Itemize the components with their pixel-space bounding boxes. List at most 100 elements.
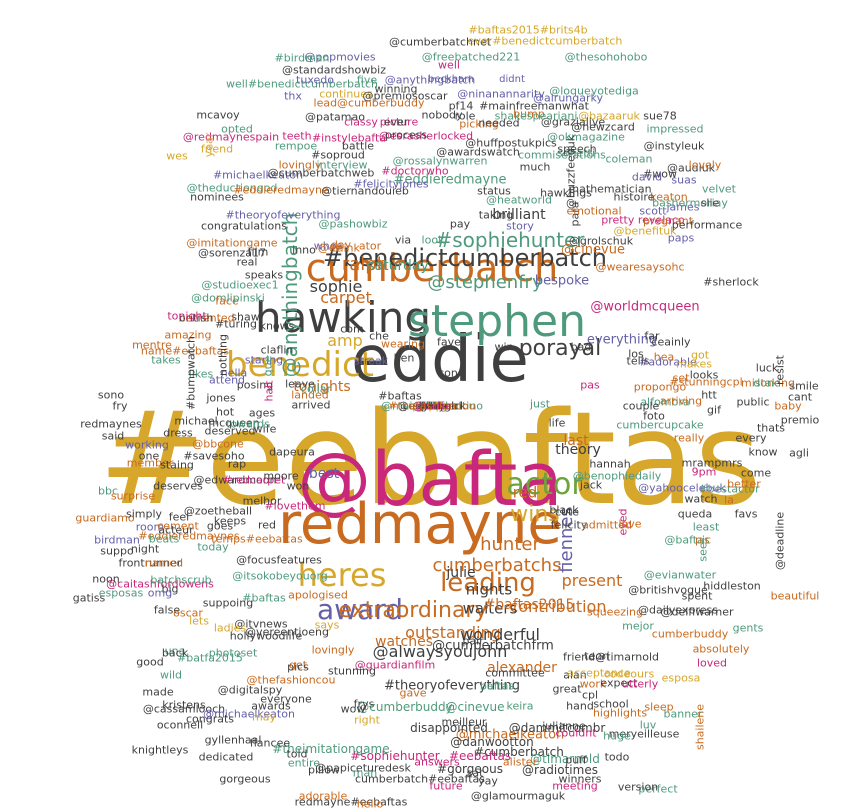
cloud-word: @rossalynwarren: [392, 154, 488, 168]
cloud-word: stephen: [407, 296, 587, 347]
cloud-word: baftas: [479, 679, 515, 693]
cloud-word: #sherlock: [703, 275, 759, 289]
cloud-word: tonights: [293, 379, 351, 395]
cloud-word: back: [161, 646, 189, 660]
cloud-word: cute: [554, 505, 580, 519]
cloud-word: @timarnold: [530, 752, 600, 766]
cloud-word: @baftas: [664, 533, 710, 547]
cloud-word: banner: [663, 707, 703, 721]
cloud-word: @papiceturedesk: [315, 761, 411, 775]
cloud-word: com: [340, 322, 364, 336]
cloud-word: yes: [422, 399, 442, 413]
cloud-word: bbc: [97, 484, 119, 498]
cloud-word: baby: [774, 399, 802, 413]
cloud-word: sonetti: [557, 146, 595, 160]
cloud-word: nothing: [216, 334, 230, 376]
cloud-word: utterly: [621, 677, 659, 691]
cloud-word: smile: [789, 379, 819, 393]
cloud-word: noon: [92, 572, 120, 586]
cloud-word: looks: [689, 368, 719, 382]
cloud-word: coleman: [605, 152, 653, 166]
cloud-word: status: [477, 184, 511, 198]
cloud-word: mrampmrs: [681, 456, 743, 470]
cloud-word: gatiss: [72, 591, 106, 605]
cloud-word: nights: [465, 580, 513, 599]
cloud-word: fry: [112, 399, 128, 413]
cloud-word: oscar: [173, 606, 203, 620]
cloud-word: cant: [787, 390, 813, 404]
cloud-word: @bafta: [297, 437, 563, 523]
cloud-word: favs: [734, 507, 758, 521]
cloud-word: @heatworld: [485, 193, 553, 207]
cloud-word: @wearesaysohc: [595, 260, 685, 274]
cloud-word: resist: [773, 355, 787, 385]
cloud-word: @guardianfilm: [354, 658, 436, 672]
cloud-word: oconnell: [156, 718, 204, 732]
cloud-word: impressed: [646, 122, 704, 136]
cloud-word: really: [673, 431, 705, 445]
cloud-word: @esrasherlocked: [378, 129, 474, 143]
cloud-word: brilliant: [492, 207, 546, 223]
cloud-word: bad: [570, 340, 592, 354]
cloud-word: #sophiehunter: [350, 749, 440, 763]
cloud-word: pour: [419, 399, 445, 413]
cloud-word: ralph: [341, 254, 389, 275]
cloud-word: julie: [446, 565, 476, 581]
cloud-word: adorable: [298, 789, 348, 803]
cloud-word: del: [423, 399, 441, 413]
cloud-word: outstanding: [405, 623, 501, 642]
cloud-word: #theimitationgame: [272, 742, 390, 756]
cloud-word: alfombra: [640, 395, 690, 409]
cloud-word: propongo: [633, 380, 687, 394]
cloud-word: 2015: [418, 399, 446, 413]
cloud-word: british: [178, 311, 214, 325]
cloud-word: todo: [604, 750, 630, 764]
cloud-word: gazes: [416, 399, 448, 413]
cloud-word: hiddleston: [703, 579, 761, 593]
cloud-word: gents: [732, 621, 764, 635]
cloud-word: codeours: [603, 667, 655, 681]
cloud-word: meilleur: [441, 715, 487, 729]
cloud-word: thx: [284, 89, 302, 103]
cloud-word: htt: [701, 388, 717, 402]
cloud-word: @cinevue: [561, 242, 625, 258]
cloud-word: apologised: [288, 588, 348, 602]
cloud-word: meryeilleuse: [608, 727, 680, 741]
cloud-word: dedicated: [198, 750, 254, 764]
cloud-word: film: [247, 245, 269, 259]
cloud-word: david: [631, 170, 663, 184]
cloud-word: got: [690, 348, 710, 362]
cloud-word: staing: [160, 458, 194, 472]
cloud-word: @redmaynespain: [182, 130, 280, 144]
cloud-word: gyllenhaal: [204, 733, 262, 747]
cloud-word: #baftas: [242, 591, 286, 605]
cloud-word: eddie: [351, 323, 529, 397]
cloud-word: @itvnews: [234, 617, 288, 631]
cloud-word: red: [512, 483, 538, 502]
cloud-word: pair: [462, 634, 484, 648]
cloud-word: likes: [188, 367, 214, 381]
cloud-word: redmayne#eebaftas: [294, 795, 408, 809]
cloud-word: hollywoodlife: [229, 629, 303, 643]
cloud-word: perfect: [638, 782, 678, 796]
cloud-word: moore: [263, 469, 299, 483]
cloud-word: great: [552, 682, 582, 696]
cloud-word: temps#eebaftas: [211, 532, 303, 546]
cloud-word: win: [494, 340, 514, 354]
cloud-word: @cumberbatchweb: [267, 166, 375, 180]
cloud-word: #batfa2015: [177, 651, 243, 665]
cloud-word: con: [438, 366, 458, 380]
cloud-word: @theductiongod: [186, 181, 278, 195]
cloud-word: just: [529, 397, 551, 411]
cloud-word: tom: [421, 399, 443, 413]
cloud-word: @evianwater: [643, 568, 717, 582]
cloud-word: taking: [478, 208, 514, 222]
cloud-word: watches: [375, 634, 433, 650]
cloud-word: #eebaftas: [448, 749, 512, 763]
cloud-word: yay: [478, 774, 498, 788]
cloud-word: @cumberbuddy: [357, 700, 453, 714]
cloud-word: last: [563, 433, 589, 449]
cloud-word: role: [454, 109, 476, 123]
cloud-word: room: [135, 520, 165, 534]
cloud-word: lets: [189, 614, 209, 628]
